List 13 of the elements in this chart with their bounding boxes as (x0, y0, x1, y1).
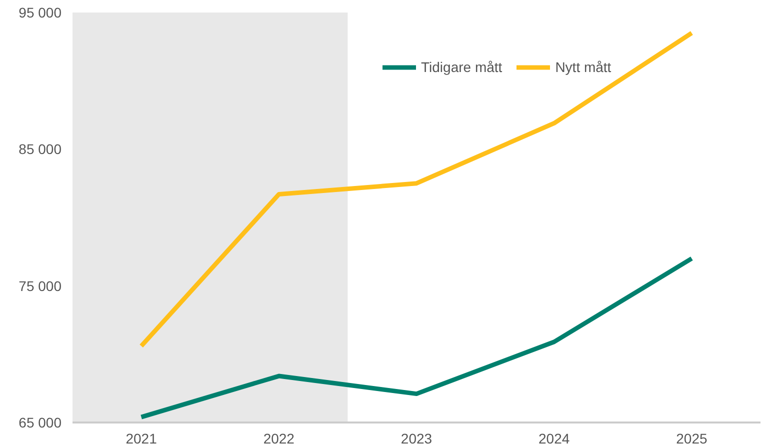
x-tick-label: 2025 (676, 430, 708, 446)
x-tick-label: 2022 (263, 430, 295, 446)
y-tick-label: 95 000 (18, 4, 62, 20)
x-tick-label: 2023 (400, 430, 432, 446)
legend-label: Nytt mått (555, 59, 612, 75)
y-tick-label: 85 000 (18, 141, 62, 158)
x-tick-label: 2021 (126, 430, 158, 446)
legend-label: Tidigare mått (421, 59, 502, 75)
line-series (139, 30, 694, 348)
x-tick-label: 2024 (538, 430, 570, 446)
y-tick-label: 65 000 (18, 414, 62, 430)
line-series (139, 256, 694, 420)
y-tick-label: 75 000 (18, 278, 62, 294)
